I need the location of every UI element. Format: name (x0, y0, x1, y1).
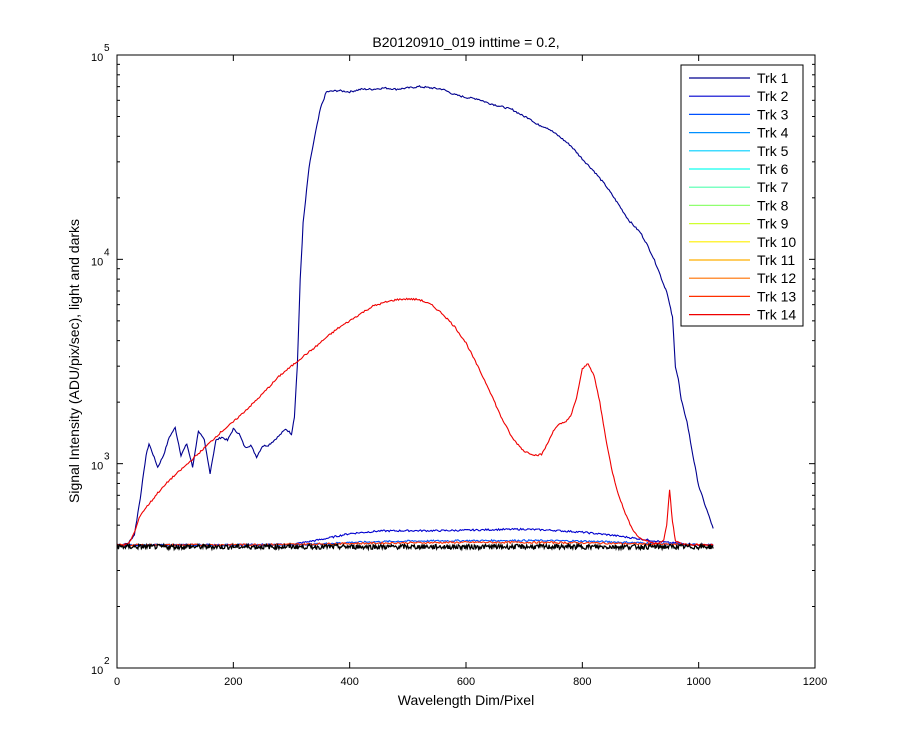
legend: Trk 1 Trk 2 Trk 3 Trk 4 Trk 5 Trk 6 Trk 7 Trk 8… (680, 64, 804, 327)
y-tick-label-base: 10 (91, 256, 103, 268)
legend-label: Trk 4 (757, 125, 789, 141)
y-tick-label-exponent: 5 (104, 43, 110, 54)
legend-label: Trk 9 (757, 216, 789, 232)
series-line-6 (117, 541, 714, 552)
x-tick-label: 200 (224, 676, 242, 688)
legend-label: Trk 11 (757, 252, 795, 268)
x-tick-label: 1200 (803, 676, 827, 688)
legend-label: Trk 13 (757, 288, 796, 304)
legend-label: Trk 1 (757, 70, 789, 86)
x-axis-title: Wavelength Dim/Pixel (398, 692, 534, 708)
legend-label: Trk 10 (757, 234, 796, 250)
series-line-5 (117, 297, 714, 547)
x-tick-label: 0 (114, 676, 120, 688)
y-axis-title: Signal Intensity (ADU/pix/sec), light an… (66, 219, 82, 503)
legend-label: Trk 14 (757, 307, 796, 323)
y-tick-label-exponent: 2 (104, 656, 110, 667)
legend-label: Trk 5 (757, 143, 789, 159)
x-tick-label: 600 (457, 676, 475, 688)
y-tick-label-exponent: 3 (104, 452, 110, 463)
legend-label: Trk 8 (757, 197, 789, 213)
x-tick-label: 400 (340, 676, 358, 688)
legend-label: Trk 6 (757, 161, 789, 177)
x-tick-label: 1000 (686, 676, 710, 688)
legend-box (680, 64, 804, 327)
series-line-1 (117, 85, 714, 547)
y-tick-label-base: 10 (91, 52, 103, 64)
chart-title: B20120910_019 inttime = 0.2, (372, 34, 559, 50)
x-tick-label: 800 (573, 676, 591, 688)
y-tick-label-base: 10 (91, 461, 103, 473)
legend-label: Trk 12 (757, 270, 796, 286)
y-tick-label-exponent: 4 (104, 247, 110, 258)
legend-label: Trk 3 (757, 106, 789, 122)
legend-label: Trk 7 (757, 179, 789, 195)
legend-label: Trk 2 (757, 88, 789, 104)
series-line-4 (117, 540, 714, 547)
series-layer (117, 85, 714, 552)
y-tick-label-base: 10 (91, 665, 103, 677)
